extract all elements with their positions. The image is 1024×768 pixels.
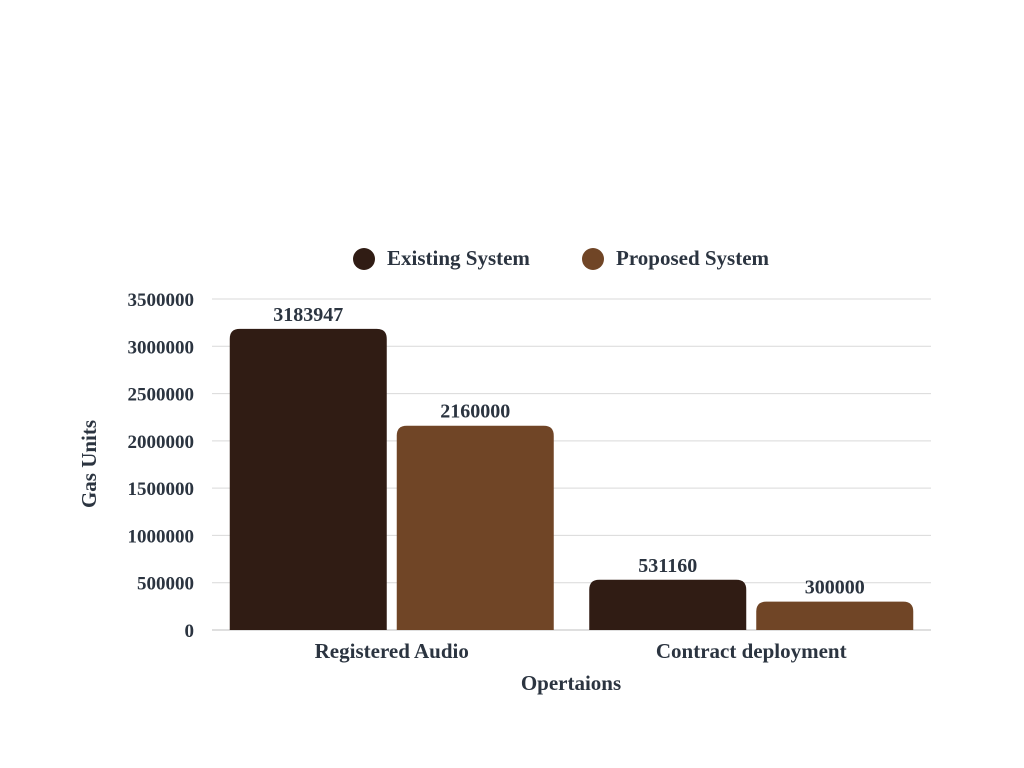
x-category-label: Registered Audio <box>315 639 469 663</box>
y-tick-label: 3000000 <box>128 337 195 358</box>
y-tick-label: 1500000 <box>128 479 195 500</box>
x-axis-title: Opertaions <box>521 671 621 695</box>
y-tick-label: 0 <box>185 621 195 642</box>
data-labels: 3183947 2160000 531160 300000 <box>273 304 865 599</box>
bars <box>229 328 914 630</box>
x-axis-categories: Registered Audio Contract deployment <box>315 639 847 663</box>
y-tick-label: 1000000 <box>128 526 195 547</box>
x-category-label: Contract deployment <box>656 639 847 663</box>
data-label: 2160000 <box>440 401 510 423</box>
legend-swatch <box>582 248 604 270</box>
y-axis-title: Gas Units <box>77 420 101 508</box>
y-tick-label: 3500000 <box>128 290 195 311</box>
legend-swatch <box>353 248 375 270</box>
y-axis-ticks: 0 500000 1000000 1500000 2000000 2500000 30000… <box>128 290 195 642</box>
bar-existing-system <box>229 328 387 630</box>
legend-label: Existing System <box>387 246 530 270</box>
data-label: 3183947 <box>273 304 343 326</box>
bar-existing-system <box>589 579 747 630</box>
data-label: 300000 <box>805 577 865 599</box>
bar-proposed-system <box>756 601 914 630</box>
legend-label: Proposed System <box>616 246 770 270</box>
y-tick-label: 500000 <box>137 574 194 595</box>
y-tick-label: 2500000 <box>128 385 195 406</box>
y-tick-label: 2000000 <box>128 432 195 453</box>
bar-proposed-system <box>396 425 554 630</box>
legend: Existing System Proposed System <box>353 246 770 270</box>
data-label: 531160 <box>638 555 697 577</box>
